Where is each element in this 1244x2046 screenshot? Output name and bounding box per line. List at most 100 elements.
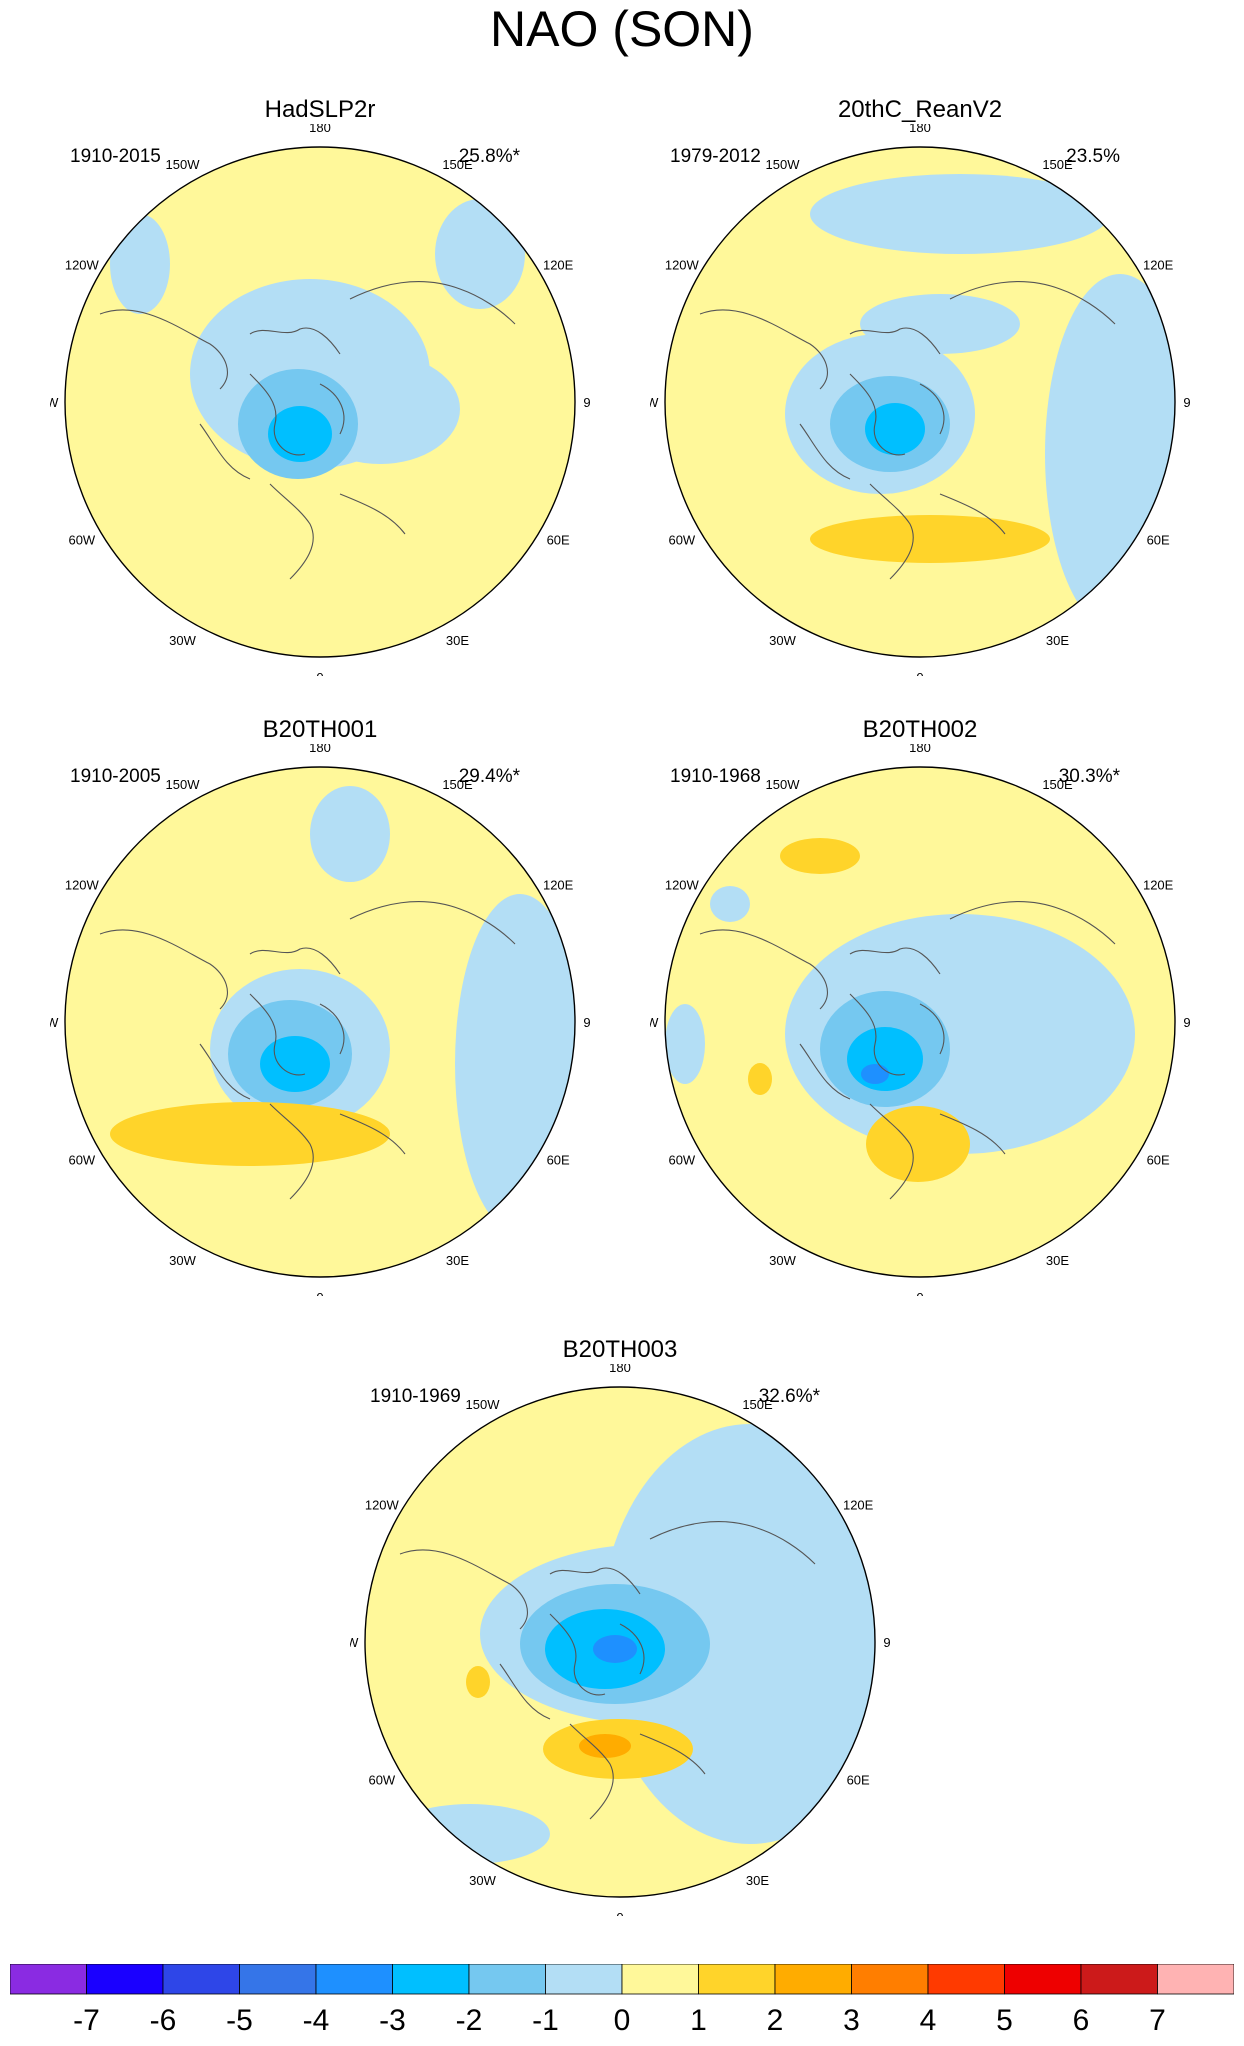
lon-label: 90W (50, 1015, 59, 1030)
coastline (849, 373, 906, 456)
colorbar-label: -2 (456, 2004, 483, 2034)
contour-region (780, 838, 860, 874)
map-outline (664, 146, 1176, 658)
colorbar-swatch (392, 1964, 470, 1995)
lon-label: 90W (50, 395, 59, 410)
panel-period: 1910-2015 (70, 146, 161, 167)
panel-period: 1910-1968 (670, 766, 761, 787)
contour-region (455, 894, 575, 1234)
coastline (319, 1003, 345, 1055)
colorbar-label: 6 (1073, 2004, 1090, 2034)
coastline (949, 901, 1116, 945)
contour-region (260, 1036, 330, 1092)
colorbar-swatch (10, 1964, 87, 1995)
contour-region (268, 406, 332, 462)
coastline (849, 327, 941, 355)
lon-label: 120W (65, 258, 100, 273)
coastline (199, 423, 251, 480)
contour-region (390, 1804, 550, 1864)
lon-label: 60W (668, 1153, 695, 1168)
lon-label: 120W (665, 258, 700, 273)
contour-region (861, 1064, 889, 1084)
lon-label: 30E (746, 1873, 769, 1888)
panel-period: 1910-1969 (370, 1386, 461, 1407)
colorbar-label: 3 (843, 2004, 860, 2034)
contour-region (810, 174, 1110, 254)
coastline (269, 1103, 314, 1200)
lon-label: 180 (909, 744, 931, 755)
lon-label: 120W (365, 1498, 400, 1513)
coastline (549, 1613, 606, 1696)
lon-label: 90W (350, 1635, 359, 1650)
lon-label: 30W (469, 1873, 496, 1888)
colorbar-swatch (927, 1964, 1005, 1995)
coastline (699, 929, 828, 1010)
coastline (799, 423, 851, 480)
panel-title: 20thC_ReanV2 (837, 96, 1003, 123)
map-outline (364, 1386, 876, 1898)
colorbar-swatch (1080, 1964, 1158, 1995)
lon-label: 180 (909, 124, 931, 135)
lon-label: 150W (166, 157, 201, 172)
contour-region (466, 1666, 490, 1698)
panel-period: 1910-2005 (70, 766, 161, 787)
coastline (399, 1549, 528, 1630)
coastline (949, 281, 1116, 325)
contour-region (748, 1063, 772, 1095)
map-panel-b20th001: B20TH001 1910-2005 29.4%* 180 150E 120E 90E… (50, 716, 590, 1296)
lon-label: 120E (1143, 878, 1174, 893)
lon-label: 0 (916, 1290, 923, 1296)
lon-label: 150W (466, 1397, 501, 1412)
lon-label: 90W (650, 395, 659, 410)
lon-label: 120E (843, 1498, 874, 1513)
lon-label: 60E (1147, 1153, 1170, 1168)
panel-variance: 25.8%* (458, 146, 520, 167)
lon-label: 180 (309, 744, 331, 755)
lon-label: 90E (583, 395, 590, 410)
colorbar-label: -1 (532, 2004, 559, 2034)
lon-label: 120E (543, 258, 574, 273)
lon-label: 60E (547, 1153, 570, 1168)
contour-region (866, 1106, 970, 1182)
map-panel-20thc-reanv2: 20thC_ReanV2 1979-2012 23.5% 180 150E 120E… (650, 96, 1190, 676)
coastline (339, 1113, 406, 1155)
contour-region (847, 1027, 923, 1091)
coastline (269, 483, 314, 580)
coastline (619, 1623, 645, 1675)
contour-region (1045, 274, 1175, 634)
contour-region (310, 786, 390, 882)
polar-map: 180 150E 120E 90E 60E 30E 0 30W 60W 90W 120W 150W (650, 124, 1190, 676)
coastline (869, 483, 914, 580)
lon-label: 150W (166, 777, 201, 792)
colorbar-swatch (698, 1964, 776, 1995)
map-outline (64, 766, 576, 1278)
lon-label: 30W (169, 1253, 196, 1268)
colorbar-swatch (86, 1964, 164, 1995)
coastline (849, 993, 906, 1076)
colorbar-label: 2 (767, 2004, 784, 2034)
lon-label: 90E (1183, 395, 1190, 410)
lon-label: 60E (1147, 533, 1170, 548)
contour-region (110, 1102, 390, 1166)
colorbar-label: -4 (303, 2004, 330, 2034)
colorbar-label: 5 (996, 2004, 1013, 2034)
colorbar-label: 0 (614, 2004, 631, 2034)
colorbar-swatch (468, 1964, 546, 1995)
lon-label: 30E (446, 1253, 469, 1268)
lon-label: 30W (769, 1253, 796, 1268)
coastline (699, 309, 828, 390)
lon-label: 150E (1042, 777, 1073, 792)
panel-title: B20TH002 (862, 716, 978, 743)
lon-label: 60W (368, 1773, 395, 1788)
colorbar-label: 7 (1149, 2004, 1166, 2034)
polar-map: 180 150E 120E 90E 60E 30E 0 30W 60W 90W 120W 150W (650, 744, 1190, 1296)
colorbar-swatch (621, 1964, 699, 1995)
lon-label: 60W (668, 533, 695, 548)
contour-region (593, 1635, 637, 1663)
lon-label: 180 (309, 124, 331, 135)
panel-title: HadSLP2r (264, 96, 376, 123)
lon-label: 60W (68, 1153, 95, 1168)
coastline (639, 1733, 706, 1775)
coastline (919, 1003, 945, 1055)
coastline (549, 1567, 641, 1595)
